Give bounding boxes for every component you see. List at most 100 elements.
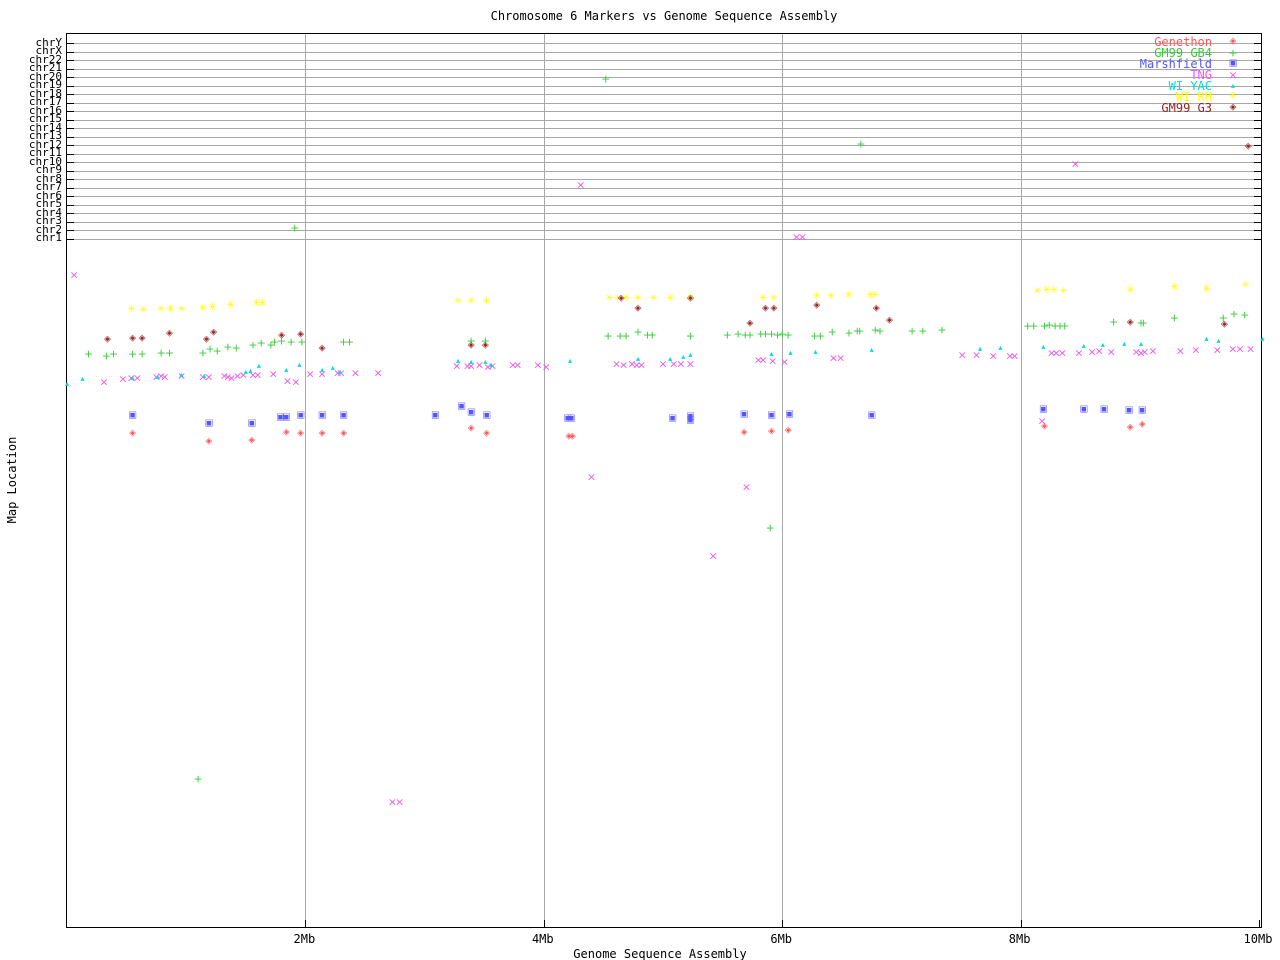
marker-gm99-gb4: +	[772, 328, 783, 342]
y-tick-label-chr3: chr3	[35, 214, 63, 228]
y-tick-label-chrY: chrY	[35, 35, 63, 49]
y-tick-label-chr22: chr22	[28, 52, 62, 66]
marker-gm99-gb4: +	[1039, 319, 1050, 333]
marker-wi-yac: ▴	[668, 354, 673, 363]
left-tick	[67, 179, 74, 181]
left-tick	[67, 136, 74, 138]
y-tick-label-chr16: chr16	[28, 103, 62, 117]
marker-tng: ×	[957, 348, 967, 362]
marker-tng: ×	[508, 358, 518, 372]
marker-gm99-gb4: +	[870, 323, 880, 337]
marker-genethon: ◈	[248, 435, 256, 446]
marker-gm99-g3: ◈	[104, 334, 111, 345]
marker-marshfield: ▣	[563, 413, 572, 424]
marker-gm99-gb4: +	[1029, 319, 1039, 333]
marker-gm99-gb4: +	[276, 334, 287, 348]
marker-tng: ×	[156, 369, 166, 383]
marker-gm99-gb4: +	[760, 327, 771, 341]
marker-marshfield: ▣	[466, 407, 476, 418]
marker-tng: ×	[1046, 346, 1057, 360]
marker-gm99-gb4: +	[1023, 319, 1033, 333]
right-tick	[1254, 43, 1261, 44]
marker-gm99-g3: ◈	[1244, 141, 1252, 152]
marker-wi-yac: ▴	[978, 344, 983, 353]
marker-gm99-g3: ◈	[813, 300, 821, 311]
left-tick	[67, 68, 74, 70]
left-tick	[67, 196, 74, 198]
marker-gm99-gb4: +	[1229, 307, 1239, 321]
mb-gridline-6	[782, 34, 784, 927]
marker-marshfield: ▣	[1038, 404, 1048, 415]
marker-wi-yac: ▴	[284, 365, 289, 374]
marker-wi-rh: ✳	[453, 296, 463, 307]
marker-gm99-gb4: +	[765, 521, 775, 535]
left-tick	[67, 111, 74, 113]
right-tick	[1254, 77, 1261, 79]
legend-key-asterisk-icon: ✳	[1228, 91, 1238, 102]
marker-tng: ×	[268, 367, 278, 381]
marker-gm99-gb4: +	[1055, 319, 1065, 333]
marker-genethon: ◈	[784, 425, 792, 436]
marker-genethon: ◈	[1040, 421, 1048, 432]
marker-tng: ×	[223, 370, 233, 384]
chromosome-gridline-chr16	[67, 111, 1261, 113]
marker-wi-rh: ✳	[826, 291, 836, 302]
marker-tng: ×	[768, 354, 778, 368]
marker-tng: ×	[586, 470, 597, 484]
marker-gm99-g3: ◈	[297, 329, 305, 340]
x-tick	[1020, 920, 1022, 927]
marker-tng: ×	[828, 351, 839, 365]
marker-tng: ×	[512, 358, 523, 372]
marker-wi-rh: ✳	[1049, 285, 1059, 296]
marker-tng: ×	[741, 480, 752, 494]
marker-tng: ×	[1106, 345, 1116, 359]
marker-wi-rh: ✳	[252, 298, 261, 309]
marker-tng: ×	[1010, 349, 1020, 363]
y-tick-label-chr8: chr8	[35, 171, 63, 185]
legend-label-wi-rh: WI RH	[1175, 89, 1212, 104]
marker-tng: ×	[791, 230, 802, 244]
marker-genethon: ◈	[129, 428, 137, 439]
marker-gm99-gb4: +	[338, 335, 349, 349]
marker-wi-rh: ✳	[866, 290, 875, 301]
marker-genethon: ◈	[483, 428, 491, 439]
marker-tng: ×	[676, 357, 686, 371]
legend-key-triangle-icon: ▴	[1230, 81, 1236, 90]
marker-tng: ×	[248, 368, 258, 382]
marker-wi-yac: ▴	[489, 360, 494, 369]
marker-wi-yac: ▴	[681, 352, 686, 361]
marker-tng: ×	[282, 374, 293, 388]
marker-wi-yac: ▴	[1100, 340, 1105, 349]
marker-gm99-gb4: +	[875, 324, 885, 338]
marker-gm99-g3: ◈	[872, 303, 880, 314]
x-tick-label-6Mb: 6Mb	[770, 932, 793, 946]
marker-wi-yac: ▴	[483, 357, 488, 366]
y-axis-label: Map Location	[5, 436, 19, 524]
marker-gm99-gb4: +	[777, 327, 787, 341]
chromosome-gridline-chr7	[67, 187, 1261, 189]
x-tick-label-2Mb: 2Mb	[293, 932, 316, 946]
marker-wi-rh: ✳	[1241, 280, 1251, 291]
marker-gm99-gb4: +	[108, 347, 119, 361]
marker-wi-rh: ✳	[198, 303, 208, 314]
left-tick	[67, 51, 74, 53]
left-tick	[67, 128, 74, 130]
marker-tng: ×	[317, 367, 327, 381]
left-tick	[67, 238, 74, 240]
right-tick	[1254, 213, 1261, 215]
right-tick	[1254, 230, 1261, 232]
marker-wi-rh: ✳	[1126, 285, 1135, 296]
marker-wi-rh: ✳	[769, 293, 779, 304]
marker-marshfield: ▣	[128, 410, 137, 421]
marker-wi-rh: ✳	[1202, 284, 1211, 295]
marker-tng: ×	[305, 367, 315, 381]
marker-gm99-gb4: +	[466, 334, 476, 348]
marker-gm99-gb4: +	[733, 327, 743, 341]
marker-wi-yac: ▴	[869, 345, 874, 354]
marker-wi-rh: ✳	[844, 290, 854, 301]
marker-gm99-gb4: +	[127, 347, 138, 361]
chromosome-gridline-chr11	[67, 153, 1261, 155]
marker-gm99-gb4: +	[756, 327, 766, 341]
chromosome-gridline-chr8	[67, 179, 1261, 181]
